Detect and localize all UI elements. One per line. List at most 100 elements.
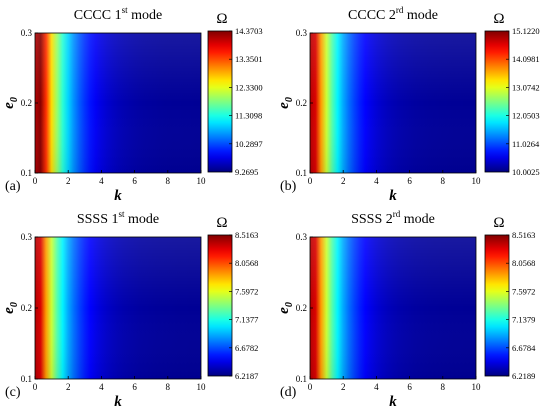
- x-tick-label: 6: [132, 176, 137, 186]
- y-tick-label: 0.2: [21, 98, 32, 108]
- colorbar-tick-label: 8.5163: [512, 230, 535, 240]
- colorbar-tick-label: 11.3098: [235, 111, 262, 121]
- x-tick-label: 6: [407, 176, 412, 186]
- y-tick-label: 0.2: [296, 98, 307, 108]
- panel-title-tail: mode: [125, 212, 160, 227]
- panel-title-tail: mode: [128, 8, 163, 23]
- colorbar-tick-label: 8.5163: [235, 230, 258, 240]
- x-tick-label: 6: [132, 382, 137, 392]
- panel-title-superscript: rd: [393, 209, 401, 219]
- x-tick-label: 4: [374, 382, 379, 392]
- colorbar-tick-label: 8.0568: [512, 258, 535, 268]
- heatmap-shading: [310, 237, 476, 379]
- panel-title: SSSS 1st mode: [77, 209, 159, 227]
- y-axis-label-base: e: [1, 307, 17, 314]
- panel-title-main: CCCC 2: [348, 8, 396, 23]
- heatmap-shading: [35, 237, 201, 379]
- y-axis-label-subscript: 0: [9, 97, 20, 102]
- x-axis-label: k: [114, 188, 122, 204]
- colorbar-tick-label: 7.5972: [235, 286, 258, 296]
- colorbar-title: Ω: [216, 11, 227, 27]
- colorbar-tick-label: 12.3300: [235, 82, 263, 92]
- x-tick-label: 0: [308, 382, 313, 392]
- heatmap-shading: [310, 33, 476, 173]
- x-tick-label: 2: [66, 382, 71, 392]
- x-tick-label: 10: [472, 176, 482, 186]
- colorbar: [484, 30, 510, 173]
- y-axis-label-base: e: [1, 102, 17, 109]
- y-axis-label: e0: [1, 302, 20, 314]
- x-tick-label: 10: [197, 176, 207, 186]
- colorbar-tick-label: 12.0503: [512, 111, 540, 121]
- x-tick-label: 4: [99, 176, 104, 186]
- panel-title-superscript: st: [119, 209, 126, 219]
- y-axis-label: e0: [276, 97, 295, 109]
- y-tick-label: 0.3: [296, 232, 308, 242]
- colorbar-tick-label: 13.0742: [512, 82, 540, 92]
- x-tick-label: 0: [33, 176, 38, 186]
- panel-title-main: SSSS 1: [77, 212, 119, 227]
- y-tick-label: 0.1: [21, 374, 32, 384]
- x-tick-label: 8: [166, 176, 171, 186]
- x-tick-label: 0: [33, 382, 38, 392]
- y-tick-label: 0.1: [296, 374, 307, 384]
- colorbar-tick-label: 7.1379: [512, 315, 535, 325]
- panel-letter: (b): [280, 179, 297, 194]
- x-axis-label: k: [114, 394, 122, 410]
- x-tick-label: 4: [99, 382, 104, 392]
- y-axis-label-base: e: [276, 307, 292, 314]
- panel-title-superscript: rd: [396, 5, 404, 15]
- panel-title: SSSS 2rd mode: [351, 209, 435, 227]
- panel-letter: (d): [280, 385, 297, 400]
- x-tick-label: 10: [472, 382, 482, 392]
- colorbar-tick-label: 7.1377: [235, 315, 258, 325]
- x-tick-label: 2: [341, 382, 346, 392]
- y-tick-label: 0.2: [21, 303, 32, 313]
- panel-title-superscript: st: [122, 5, 129, 15]
- colorbar-tick-label: 13.3501: [235, 54, 263, 64]
- colorbar-tick-label: 11.0264: [512, 139, 540, 149]
- x-tick-label: 6: [407, 382, 412, 392]
- x-tick-label: 8: [166, 382, 171, 392]
- colorbar-tick-label: 7.5972: [512, 286, 535, 296]
- colorbar-tick-label: 10.0025: [512, 167, 540, 177]
- colorbar-tick-label: 6.2187: [235, 371, 258, 381]
- x-tick-label: 4: [374, 176, 379, 186]
- colorbar-tick-label: 6.2189: [512, 371, 535, 381]
- x-tick-label: 0: [308, 176, 313, 186]
- colorbar: [484, 234, 510, 377]
- x-axis-label: k: [389, 394, 397, 410]
- x-tick-label: 10: [197, 382, 207, 392]
- panel-title-main: SSSS 2: [351, 212, 393, 227]
- colorbar-tick-label: 9.2695: [235, 167, 258, 177]
- colorbar: [207, 234, 233, 377]
- y-tick-label: 0.1: [21, 168, 32, 178]
- colorbar-tick-label: 6.6784: [512, 343, 536, 353]
- colorbar-title: Ω: [493, 215, 504, 231]
- x-tick-label: 8: [441, 382, 446, 392]
- x-tick-label: 8: [441, 176, 446, 186]
- y-tick-label: 0.3: [296, 28, 308, 38]
- panel-title: CCCC 1st mode: [74, 5, 162, 23]
- heatmap-shading: [35, 33, 201, 173]
- y-axis-label: e0: [1, 97, 20, 109]
- x-axis-label: k: [389, 188, 397, 204]
- y-axis-label-subscript: 0: [284, 302, 295, 307]
- y-axis-label: e0: [276, 302, 295, 314]
- x-tick-label: 2: [341, 176, 346, 186]
- colorbar-title: Ω: [493, 11, 504, 27]
- colorbar-tick-label: 8.0568: [235, 258, 258, 268]
- colorbar-tick-label: 6.6782: [235, 343, 258, 353]
- panel-letter: (c): [5, 385, 21, 400]
- panel-title-main: CCCC 1: [74, 8, 122, 23]
- y-axis-label-base: e: [276, 102, 292, 109]
- colorbar-tick-label: 14.0981: [512, 54, 540, 64]
- y-tick-label: 0.1: [296, 168, 307, 178]
- colorbar-title: Ω: [216, 215, 227, 231]
- x-tick-label: 2: [66, 176, 71, 186]
